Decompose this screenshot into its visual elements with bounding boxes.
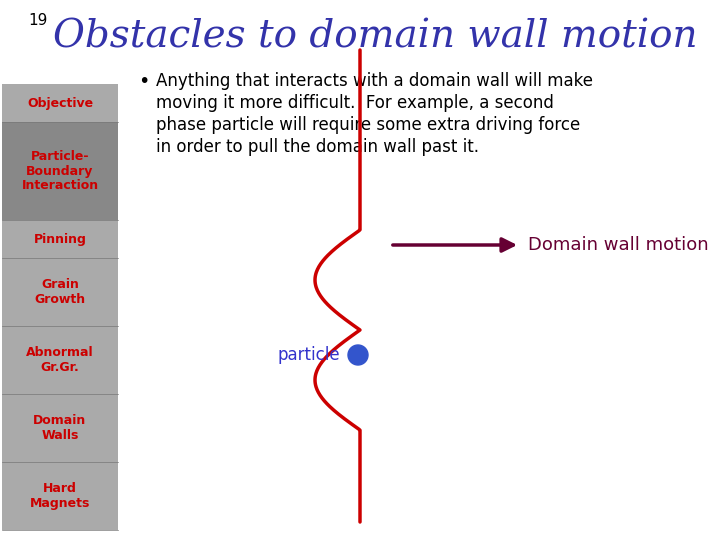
Text: Anything that interacts with a domain wall will make: Anything that interacts with a domain wa… (156, 72, 593, 90)
Bar (2, 394, 118, 462)
Text: particle: particle (277, 346, 340, 364)
Text: moving it more difficult.  For example, a second: moving it more difficult. For example, a… (156, 94, 554, 112)
Bar (2, 84, 118, 123)
Bar (2, 326, 118, 394)
Text: Grain
Growth: Grain Growth (35, 279, 86, 306)
Bar (2, 84, 118, 530)
Text: 19: 19 (28, 13, 48, 28)
Text: Hard
Magnets: Hard Magnets (30, 482, 90, 510)
Bar (2, 220, 118, 258)
Circle shape (348, 345, 368, 365)
Bar (2, 462, 118, 530)
Bar (2, 123, 118, 220)
Text: in order to pull the domain wall past it.: in order to pull the domain wall past it… (156, 138, 479, 156)
Text: Domain
Walls: Domain Walls (33, 414, 86, 442)
Text: Objective: Objective (27, 97, 93, 110)
Text: phase particle will require some extra driving force: phase particle will require some extra d… (156, 116, 580, 134)
Text: Abnormal
Gr.Gr.: Abnormal Gr.Gr. (26, 347, 94, 374)
Text: Domain wall motion: Domain wall motion (528, 236, 708, 254)
Text: Particle-
Boundary
Interaction: Particle- Boundary Interaction (22, 150, 99, 192)
Text: Obstacles to domain wall motion: Obstacles to domain wall motion (53, 18, 697, 55)
Text: •: • (138, 72, 149, 91)
Bar (2, 258, 118, 326)
Text: Pinning: Pinning (34, 233, 86, 246)
